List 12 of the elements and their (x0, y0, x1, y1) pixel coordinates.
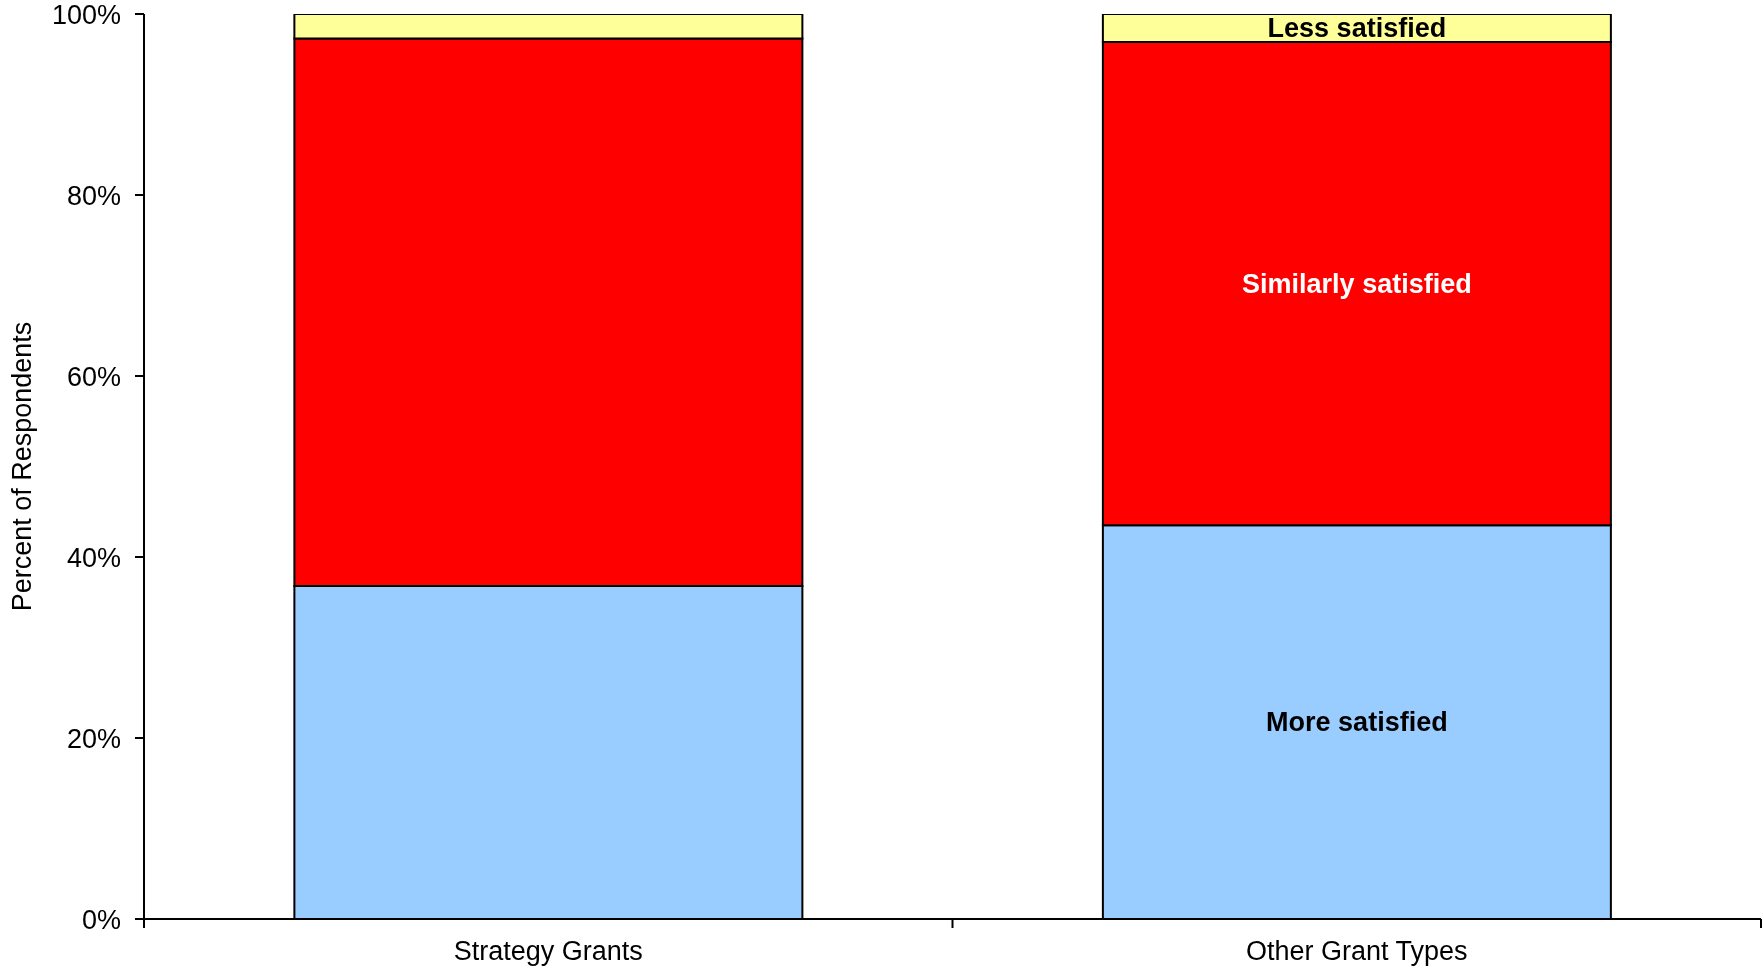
y-tick-label: 20% (66, 723, 121, 754)
series-label: Less satisfied (1267, 13, 1447, 44)
series-label: Similarly satisfied (1242, 268, 1472, 299)
y-tick-label: 0% (81, 904, 121, 935)
y-tick-label: 40% (66, 542, 121, 573)
series-label: More satisfied (1266, 707, 1448, 738)
x-tick-label: Strategy Grants (453, 936, 643, 966)
y-tick-label: 80% (66, 180, 121, 211)
y-tick-label: 60% (66, 361, 121, 392)
x-tick-label: Other Grant Types (1245, 936, 1468, 966)
y-tick-label: 100% (51, 0, 121, 30)
y-axis-title: Percent of Respondents (7, 321, 37, 612)
